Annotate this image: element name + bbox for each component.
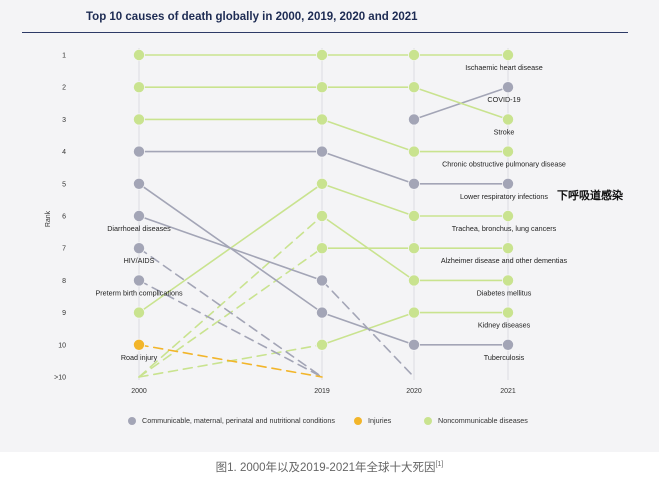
series-line: [138, 247, 323, 378]
series-label: HIV/AIDS: [124, 256, 155, 265]
figure-caption: 图1. 2000年以及2019-2021年全球十大死因[1]: [0, 459, 659, 475]
series-line: [138, 279, 323, 378]
series-line: [413, 86, 509, 121]
data-point: [132, 242, 145, 255]
caption-text: 图1. 2000年以及2019-2021年全球十大死因: [215, 462, 436, 474]
y-tick-label: 1: [62, 53, 66, 60]
data-point: [407, 274, 420, 287]
series-label: Lower respiratory infections: [460, 192, 548, 201]
y-tick-label: 8: [62, 278, 66, 285]
legend-item: Communicable, maternal, perinatal and nu…: [128, 416, 335, 425]
series-line: [321, 118, 415, 153]
series-line: [138, 215, 323, 282]
data-point: [132, 306, 145, 319]
data-point: [407, 113, 420, 126]
series-label: Alzheimer disease and other dementias: [441, 256, 568, 265]
legend-label: Injuries: [368, 416, 392, 425]
bump-chart: 1 2 3 4 5 6 7 8 9 10 >10 Rank 2000 2019 2020 2021 Ischae…: [45, 48, 568, 395]
series-line: [138, 343, 323, 378]
data-point: [315, 274, 328, 287]
data-point: [501, 242, 514, 255]
legend-label: Noncommunicable diseases: [438, 416, 528, 425]
data-point: [407, 242, 420, 255]
series-line: [321, 150, 415, 185]
series-label: Diarrhoeal diseases: [107, 224, 171, 233]
y-tick-label: >10: [54, 375, 66, 382]
data-point: [501, 49, 514, 62]
data-point: [132, 145, 145, 158]
series-label: Preterm birth complications: [95, 288, 182, 297]
data-point: [132, 274, 145, 287]
series-label: Ischaemic heart disease: [465, 63, 543, 72]
series-label: Trachea, bronchus, lung cancers: [452, 224, 557, 233]
series-line: [321, 183, 415, 217]
series-line: [138, 215, 323, 378]
data-point: [132, 338, 145, 351]
legend-label: Communicable, maternal, perinatal and nu…: [142, 416, 335, 425]
data-point: [407, 177, 420, 190]
caption-ref: [1]: [435, 461, 444, 469]
series-label: Chronic obstructive pulmonary disease: [442, 160, 566, 169]
data-point: [132, 113, 145, 126]
series-label: Tuberculosis: [484, 353, 525, 362]
y-tick-label: 5: [62, 181, 66, 188]
data-point: [407, 306, 420, 319]
series-label: Stroke: [494, 127, 515, 136]
data-point: [132, 177, 145, 190]
data-point: [132, 49, 145, 62]
chart-card: Top 10 causes of death globally in 2000,…: [0, 0, 659, 452]
data-point: [132, 209, 145, 222]
x-tick-label: 2000: [131, 388, 147, 395]
data-point: [315, 145, 328, 158]
series-label: COVID-19: [487, 95, 520, 104]
y-tick-label: 3: [62, 117, 66, 124]
y-axis-label: Rank: [45, 210, 52, 227]
series-line: [321, 215, 415, 282]
data-point: [315, 81, 328, 94]
y-tick-label: 6: [62, 214, 66, 221]
data-point: [501, 338, 514, 351]
data-point: [315, 113, 328, 126]
y-tick-label: 2: [62, 85, 66, 92]
series-label: Kidney diseases: [478, 321, 531, 330]
y-tick-label: 4: [62, 149, 66, 156]
series-label: Road injury: [121, 353, 158, 362]
data-point: [501, 113, 514, 126]
data-point: [315, 209, 328, 222]
x-tick-label: 2019: [314, 388, 330, 395]
data-point: [407, 145, 420, 158]
legend-item: Injuries: [354, 416, 391, 425]
overlay-annotation: 下呼吸道感染: [557, 190, 623, 202]
y-tick-label: 9: [62, 310, 66, 317]
data-point: [501, 177, 514, 190]
data-point: [407, 49, 420, 62]
data-point: [315, 49, 328, 62]
data-point: [501, 274, 514, 287]
y-tick-label: 7: [62, 246, 66, 253]
data-point: [501, 209, 514, 222]
data-point: [315, 306, 328, 319]
data-point: [501, 306, 514, 319]
data-point: [407, 81, 420, 94]
data-point: [501, 81, 514, 94]
x-tick-label: 2020: [406, 388, 422, 395]
y-tick-label: 10: [58, 342, 66, 349]
chart-title: Top 10 causes of death globally in 2000,…: [86, 11, 418, 23]
data-point: [315, 242, 328, 255]
data-point: [315, 338, 328, 351]
legend-item: Noncommunicable diseases: [424, 416, 528, 425]
title-rule: [22, 32, 628, 33]
data-point: [501, 145, 514, 158]
legend-swatch: [128, 416, 136, 425]
series-label: Diabetes mellitus: [477, 288, 532, 297]
data-point: [407, 338, 420, 351]
series-line: [321, 279, 415, 378]
data-point: [132, 81, 145, 94]
legend-swatch: [424, 416, 432, 425]
data-point: [407, 209, 420, 222]
legend-swatch: [354, 416, 362, 425]
x-tick-label: 2021: [500, 388, 516, 395]
data-point: [315, 177, 328, 190]
